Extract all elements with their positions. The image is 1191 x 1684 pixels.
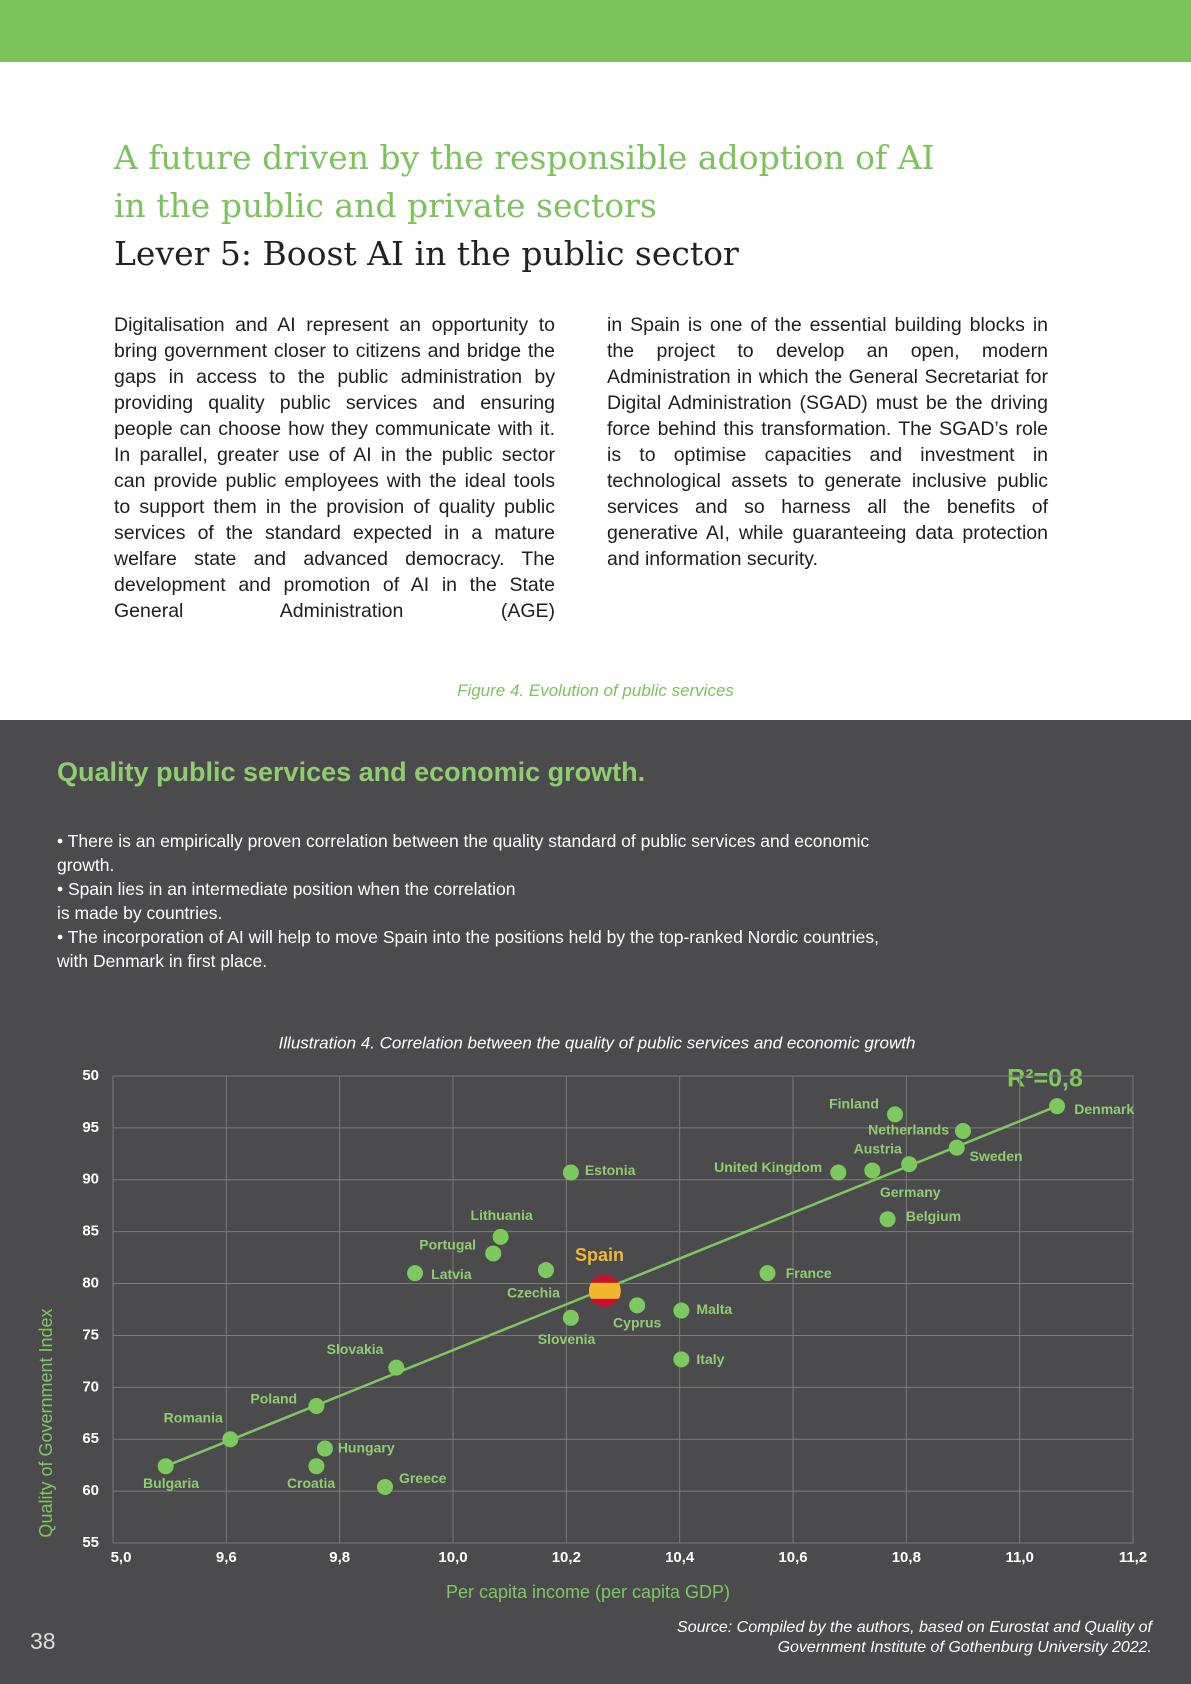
bullet-list: • There is an empirically proven correla…	[57, 829, 897, 973]
point-label: Latvia	[431, 1266, 472, 1282]
point	[562, 1164, 579, 1181]
x-tick-label: 9,6	[216, 1549, 237, 1566]
point-label: Austria	[854, 1141, 902, 1157]
point	[377, 1478, 393, 1495]
point	[388, 1359, 405, 1376]
point	[864, 1162, 881, 1179]
point-label: Portugal	[419, 1237, 476, 1253]
x-tick-label: 11,2	[1119, 1549, 1147, 1566]
point	[948, 1139, 965, 1156]
body-column: in Spain is one of the essential buildin…	[607, 314, 1048, 570]
point	[759, 1265, 776, 1282]
point	[407, 1265, 424, 1282]
point-label: United Kingdom	[714, 1159, 822, 1175]
y-tick-label: 55	[82, 1534, 99, 1551]
point-label: Poland	[250, 1390, 297, 1406]
point-label: Slovakia	[327, 1341, 384, 1357]
point-label: Finland	[829, 1095, 879, 1111]
flag-stripe	[588, 1282, 621, 1299]
bullet: • Spain lies in an intermediate position…	[57, 879, 516, 923]
x-tick-label: 10,8	[892, 1549, 921, 1566]
point-label: Cyprus	[613, 1314, 661, 1330]
y-axis-title: Quality of Government Index	[36, 1308, 56, 1537]
x-tick-label: 10,2	[552, 1549, 581, 1566]
figure-caption: Figure 4. Evolution of public services	[457, 681, 734, 700]
point-label: Estonia	[585, 1162, 636, 1178]
title-line: A future driven by the responsible adopt…	[114, 138, 935, 177]
point	[308, 1458, 325, 1475]
point-label: Sweden	[970, 1148, 1023, 1164]
point-label: Germany	[880, 1184, 941, 1200]
point	[157, 1458, 174, 1475]
point-label: Spain	[575, 1245, 624, 1265]
x-axis-title: Per capita income (per capita GDP)	[446, 1582, 730, 1602]
point-label: Denmark	[1074, 1101, 1134, 1117]
panel	[0, 720, 1191, 1684]
point-label: France	[786, 1265, 832, 1281]
y-tick-label: 70	[82, 1378, 99, 1395]
point	[222, 1431, 239, 1448]
point	[879, 1211, 896, 1228]
point	[887, 1106, 903, 1123]
x-tick-label: 10,6	[778, 1549, 807, 1566]
panel-heading: Quality public services and economic gro…	[57, 757, 646, 787]
point	[485, 1245, 502, 1262]
point-label: Croatia	[287, 1475, 335, 1491]
y-tick-label: 95	[82, 1119, 99, 1136]
y-tick-label: 90	[82, 1171, 99, 1188]
x-tick-label: 10,0	[438, 1549, 467, 1566]
subtitle: Lever 5: Boost AI in the public sector	[114, 234, 739, 273]
point	[1049, 1098, 1066, 1115]
point	[308, 1398, 325, 1415]
point	[901, 1156, 918, 1173]
point-label: Bulgaria	[143, 1475, 199, 1491]
chart-title: Illustration 4. Correlation between the …	[279, 1033, 916, 1052]
point-label: Greece	[399, 1470, 447, 1486]
page-number: 38	[30, 1628, 56, 1654]
x-tick-label: 5,0	[111, 1549, 132, 1566]
point	[673, 1351, 690, 1368]
point	[492, 1228, 509, 1245]
point	[537, 1262, 554, 1279]
point-label: Hungary	[338, 1439, 395, 1455]
y-tick-label: 85	[82, 1223, 99, 1240]
y-tick-label: 80	[82, 1275, 99, 1292]
point	[629, 1297, 646, 1314]
point-label: Malta	[696, 1301, 732, 1317]
y-tick-label: 60	[82, 1482, 99, 1499]
y-tick-label: 50	[82, 1067, 99, 1084]
point	[955, 1123, 971, 1140]
point-label: Romania	[164, 1410, 223, 1426]
y-tick-label: 65	[82, 1430, 99, 1447]
point	[673, 1302, 690, 1319]
r-squared: R²=0,8	[1007, 1065, 1083, 1093]
point-label: Belgium	[906, 1208, 961, 1224]
point	[316, 1440, 333, 1457]
bullet: • The incorporation of AI will help to m…	[57, 927, 879, 971]
point-label: Italy	[696, 1351, 724, 1367]
point-label: Lithuania	[471, 1207, 533, 1223]
body-column: Digitalisation and AI represent an oppor…	[114, 314, 555, 622]
top-bar	[0, 0, 1191, 62]
x-tick-label: 9,8	[329, 1549, 350, 1566]
point	[830, 1164, 847, 1181]
point-label: Netherlands	[868, 1122, 949, 1138]
y-tick-label: 75	[82, 1326, 99, 1343]
source: Source: Compiled by the authors, based o…	[677, 1619, 1154, 1636]
source: Government Institute of Gothenburg Unive…	[778, 1639, 1152, 1656]
point-label: Slovenia	[538, 1331, 596, 1347]
x-tick-label: 10,4	[665, 1549, 695, 1566]
plot-frame	[112, 1075, 1134, 1544]
point	[562, 1309, 579, 1326]
title-line: in the public and private sectors	[114, 186, 657, 225]
bullet: • There is an empirically proven correla…	[57, 831, 870, 875]
x-tick-label: 11,0	[1005, 1549, 1033, 1566]
point-label: Czechia	[507, 1284, 560, 1300]
